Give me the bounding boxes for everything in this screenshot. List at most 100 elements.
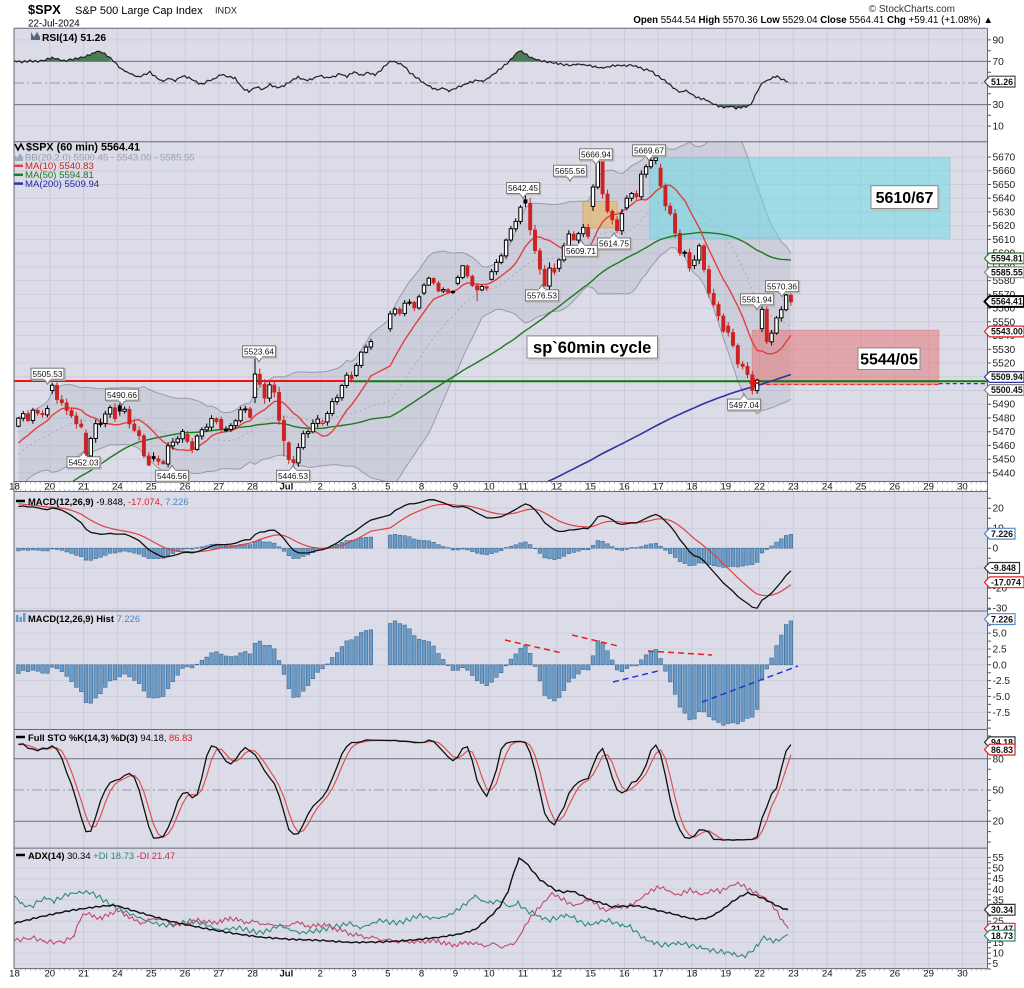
svg-text:5640: 5640 <box>993 194 1016 205</box>
svg-text:-5.0: -5.0 <box>993 692 1011 703</box>
svg-text:16: 16 <box>619 968 630 979</box>
svg-text:3: 3 <box>351 968 356 979</box>
svg-text:15: 15 <box>585 968 596 979</box>
svg-text:MA(200) 5509.94: MA(200) 5509.94 <box>25 179 100 190</box>
svg-text:30.34: 30.34 <box>991 905 1013 915</box>
svg-text:5452.03: 5452.03 <box>69 458 99 468</box>
svg-text:5480: 5480 <box>993 414 1016 425</box>
svg-text:12: 12 <box>551 481 562 492</box>
svg-text:-2.5: -2.5 <box>993 676 1011 687</box>
svg-text:RSI(14) 51.26: RSI(14) 51.26 <box>42 33 106 44</box>
svg-text:8: 8 <box>419 481 424 492</box>
svg-text:19: 19 <box>720 481 731 492</box>
svg-text:25: 25 <box>146 481 157 492</box>
svg-text:24: 24 <box>822 481 833 492</box>
svg-text:5544/05: 5544/05 <box>860 352 918 369</box>
svg-text:5446.53: 5446.53 <box>278 471 308 481</box>
svg-text:Open 5544.54 High 5570.36 Low: Open 5544.54 High 5570.36 Low 5529.04 Cl… <box>633 15 993 26</box>
svg-text:18.73: 18.73 <box>991 931 1013 941</box>
svg-text:5523.64: 5523.64 <box>244 347 274 357</box>
svg-text:5509.94: 5509.94 <box>991 372 1023 382</box>
svg-text:5490: 5490 <box>993 400 1016 411</box>
svg-text:26: 26 <box>889 968 900 979</box>
svg-text:51.26: 51.26 <box>991 77 1013 87</box>
svg-text:5669.67: 5669.67 <box>634 146 664 156</box>
svg-text:24: 24 <box>112 481 123 492</box>
svg-text:55: 55 <box>993 853 1005 864</box>
svg-text:80: 80 <box>993 754 1005 765</box>
svg-text:19: 19 <box>720 968 731 979</box>
svg-text:5446.56: 5446.56 <box>157 471 187 481</box>
svg-text:-7.5: -7.5 <box>993 708 1011 719</box>
svg-text:29: 29 <box>923 968 934 979</box>
svg-text:Jul: Jul <box>279 968 293 979</box>
svg-text:18: 18 <box>9 968 20 979</box>
svg-text:25: 25 <box>146 968 157 979</box>
svg-text:-17.074: -17.074 <box>991 578 1021 588</box>
svg-text:26: 26 <box>889 481 900 492</box>
svg-text:5440: 5440 <box>993 468 1016 479</box>
svg-text:12: 12 <box>551 968 562 979</box>
svg-text:5630: 5630 <box>993 207 1016 218</box>
svg-text:-30: -30 <box>993 604 1008 615</box>
svg-text:sp`60min cycle: sp`60min cycle <box>533 339 651 357</box>
svg-text:25: 25 <box>856 968 867 979</box>
svg-text:$SPX: $SPX <box>28 2 61 17</box>
svg-text:26: 26 <box>180 968 191 979</box>
svg-text:5570.36: 5570.36 <box>767 281 797 291</box>
svg-text:INDX: INDX <box>215 6 237 16</box>
svg-text:27: 27 <box>213 968 224 979</box>
svg-text:30: 30 <box>957 481 968 492</box>
svg-text:22-Jul-2024: 22-Jul-2024 <box>28 18 80 29</box>
svg-text:3: 3 <box>351 481 356 492</box>
svg-text:50: 50 <box>993 786 1005 797</box>
svg-text:17: 17 <box>653 481 664 492</box>
svg-text:5564.41: 5564.41 <box>991 297 1023 307</box>
svg-text:2: 2 <box>318 481 323 492</box>
svg-text:45: 45 <box>993 874 1005 885</box>
svg-text:22: 22 <box>754 968 765 979</box>
svg-text:MACD(12,26,9) -9.848, -17.074,: MACD(12,26,9) -9.848, -17.074, 7.226 <box>28 496 189 507</box>
svg-text:90: 90 <box>993 35 1005 46</box>
svg-text:9: 9 <box>453 481 458 492</box>
svg-text:9: 9 <box>453 968 458 979</box>
svg-text:© StockCharts.com: © StockCharts.com <box>869 4 955 15</box>
svg-text:20: 20 <box>993 504 1005 515</box>
svg-text:MACD(12,26,9) Hist 7.226: MACD(12,26,9) Hist 7.226 <box>28 613 140 624</box>
svg-text:5650: 5650 <box>993 180 1016 191</box>
svg-text:15: 15 <box>585 481 596 492</box>
svg-text:24: 24 <box>822 968 833 979</box>
svg-text:5655.56: 5655.56 <box>555 166 585 176</box>
svg-text:5470: 5470 <box>993 427 1016 438</box>
svg-text:5594.81: 5594.81 <box>991 254 1023 264</box>
svg-text:11: 11 <box>518 968 528 979</box>
svg-text:86.83: 86.83 <box>991 745 1013 755</box>
svg-text:-9.848: -9.848 <box>991 563 1016 573</box>
svg-text:10: 10 <box>484 968 495 979</box>
svg-text:18: 18 <box>687 968 698 979</box>
svg-text:20: 20 <box>993 817 1005 828</box>
svg-text:5585.55: 5585.55 <box>991 268 1023 278</box>
svg-text:Full STO %K(14,3) %D(3) 94.18,: Full STO %K(14,3) %D(3) 94.18, 86.83 <box>28 732 193 743</box>
svg-text:18: 18 <box>9 481 20 492</box>
svg-text:20: 20 <box>44 481 55 492</box>
svg-text:5.0: 5.0 <box>993 629 1007 640</box>
svg-text:5490.66: 5490.66 <box>107 390 137 400</box>
svg-text:17: 17 <box>653 968 664 979</box>
svg-text:5576.53: 5576.53 <box>527 291 557 301</box>
svg-text:5: 5 <box>385 481 390 492</box>
svg-text:5497.04: 5497.04 <box>729 400 759 410</box>
svg-text:5460: 5460 <box>993 441 1016 452</box>
svg-text:5642.45: 5642.45 <box>508 183 538 193</box>
svg-text:27: 27 <box>213 481 224 492</box>
svg-text:5530: 5530 <box>993 345 1016 356</box>
svg-text:28: 28 <box>247 481 258 492</box>
svg-text:11: 11 <box>518 481 528 492</box>
svg-text:25: 25 <box>856 481 867 492</box>
svg-text:50: 50 <box>993 864 1005 875</box>
svg-text:5620: 5620 <box>993 221 1016 232</box>
svg-text:10: 10 <box>484 481 495 492</box>
svg-text:7.226: 7.226 <box>991 614 1013 624</box>
svg-text:24: 24 <box>112 968 123 979</box>
svg-text:5520: 5520 <box>993 359 1016 370</box>
